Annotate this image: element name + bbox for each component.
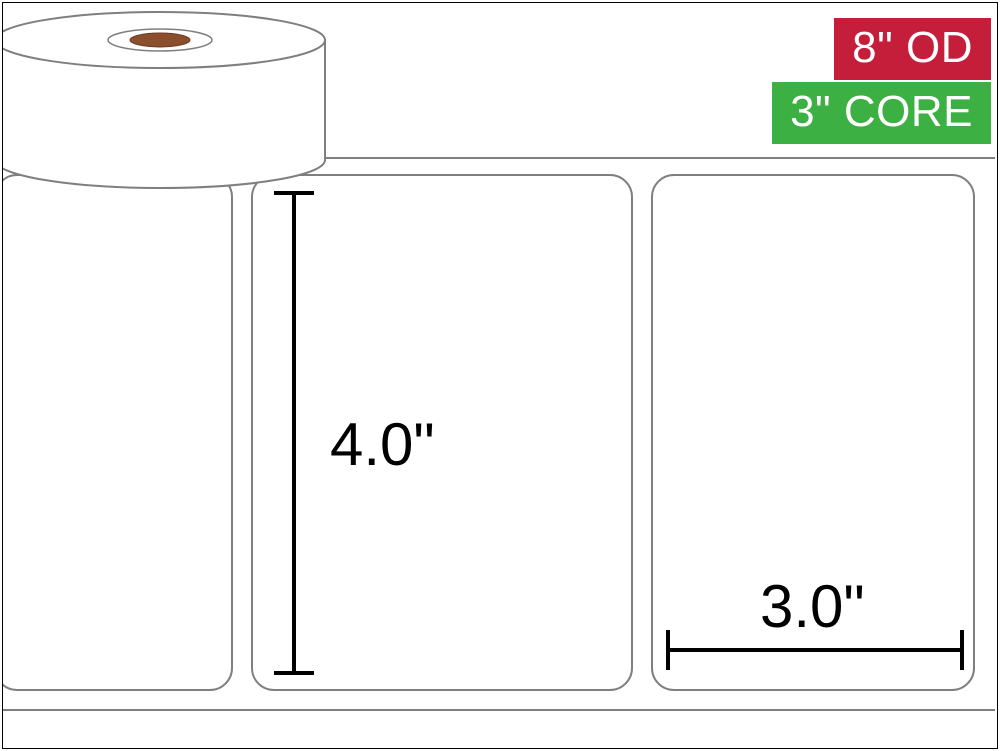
core-badge: 3" CORE bbox=[772, 82, 991, 144]
width-dimension-label: 3.0" bbox=[760, 572, 865, 641]
label-rect-0 bbox=[0, 175, 232, 690]
roll-core-hole bbox=[130, 33, 190, 47]
height-dimension-label: 4.0" bbox=[330, 410, 435, 479]
label-rect-1 bbox=[252, 175, 632, 690]
od-badge: 8" OD bbox=[834, 18, 991, 80]
